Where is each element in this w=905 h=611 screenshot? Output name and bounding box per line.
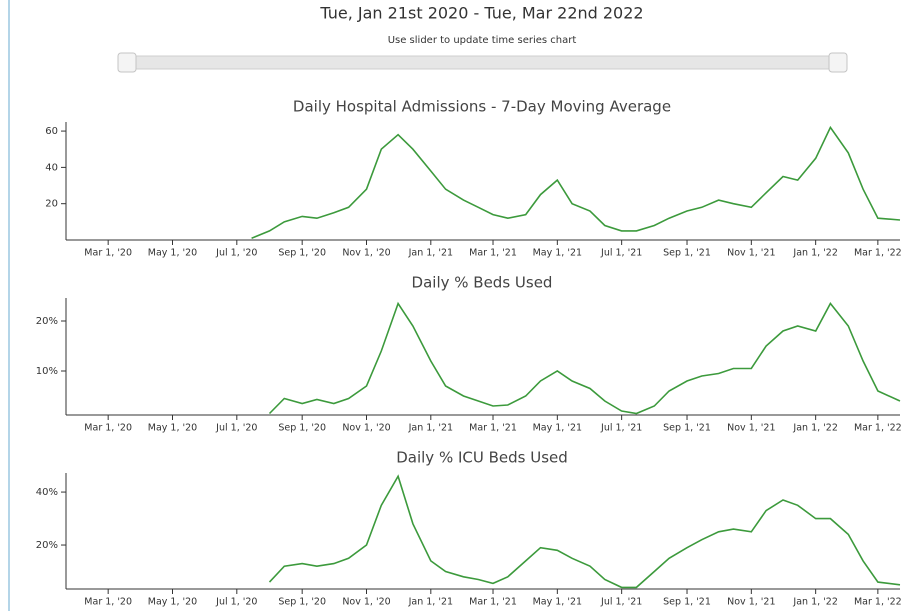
x-tick-label: May 1, '20 [148, 597, 197, 608]
x-tick-label: Mar 1, '22 [854, 423, 902, 434]
x-tick-label: Jul 1, '21 [600, 248, 642, 259]
date-range-title: Tue, Jan 21st 2020 - Tue, Mar 22nd 2022 [319, 4, 643, 23]
x-tick-label: Mar 1, '22 [854, 248, 902, 259]
x-tick-label: Mar 1, '20 [84, 248, 132, 259]
x-tick-label: Mar 1, '20 [84, 423, 132, 434]
x-tick-label: Mar 1, '21 [469, 597, 517, 608]
x-tick-label: Nov 1, '21 [727, 423, 775, 434]
x-tick-label: Mar 1, '21 [469, 423, 517, 434]
x-tick-label: Jul 1, '20 [215, 423, 257, 434]
x-tick-label: Jan 1, '22 [792, 597, 837, 608]
x-tick-label: Jan 1, '21 [408, 423, 453, 434]
x-tick-label: Sep 1, '21 [663, 597, 711, 608]
data-line [251, 125, 901, 239]
x-tick-label: May 1, '21 [533, 248, 582, 259]
slider-hint: Use slider to update time series chart [388, 35, 577, 46]
y-tick-label: 20% [36, 540, 58, 551]
x-tick-label: May 1, '20 [148, 423, 197, 434]
slider-track[interactable] [119, 55, 847, 70]
x-tick-label: May 1, '20 [148, 248, 197, 259]
x-tick-label: Sep 1, '20 [278, 248, 326, 259]
y-tick-label: 40% [36, 487, 58, 498]
x-tick-label: Jan 1, '21 [408, 248, 453, 259]
x-tick-label: Nov 1, '20 [342, 248, 390, 259]
x-tick-label: Jul 1, '20 [215, 248, 257, 259]
x-tick-label: Nov 1, '20 [342, 597, 390, 608]
y-tick-label: 10% [36, 366, 58, 377]
x-tick-label: Mar 1, '22 [854, 597, 902, 608]
x-tick-label: Sep 1, '20 [278, 597, 326, 608]
y-tick-label: 20 [45, 199, 58, 210]
slider-handle-end[interactable] [828, 52, 848, 73]
x-tick-label: Jul 1, '21 [600, 597, 642, 608]
chart-title: Daily % Beds Used [412, 274, 553, 292]
x-tick-label: Jan 1, '21 [408, 597, 453, 608]
chart-title: Daily Hospital Admissions - 7-Day Moving… [293, 98, 671, 116]
y-tick-label: 20% [36, 316, 58, 327]
x-tick-label: Mar 1, '20 [84, 597, 132, 608]
data-line [268, 301, 901, 415]
x-tick-label: Jul 1, '21 [600, 423, 642, 434]
x-tick-label: Jan 1, '22 [792, 248, 837, 259]
x-tick-label: Jul 1, '20 [215, 597, 257, 608]
x-tick-label: Nov 1, '20 [342, 423, 390, 434]
x-tick-label: Mar 1, '21 [469, 248, 517, 259]
x-tick-label: Nov 1, '21 [727, 597, 775, 608]
x-tick-label: Nov 1, '21 [727, 248, 775, 259]
slider-handle-start[interactable] [117, 52, 137, 73]
data-line [268, 474, 901, 589]
x-tick-label: Sep 1, '20 [278, 423, 326, 434]
y-tick-label: 40 [45, 162, 58, 173]
x-tick-label: May 1, '21 [533, 423, 582, 434]
x-tick-label: Sep 1, '21 [663, 423, 711, 434]
chart-title: Daily % ICU Beds Used [396, 449, 568, 467]
x-tick-label: May 1, '21 [533, 597, 582, 608]
y-tick-label: 60 [45, 126, 58, 137]
x-tick-label: Jan 1, '22 [792, 423, 837, 434]
x-tick-label: Sep 1, '21 [663, 248, 711, 259]
